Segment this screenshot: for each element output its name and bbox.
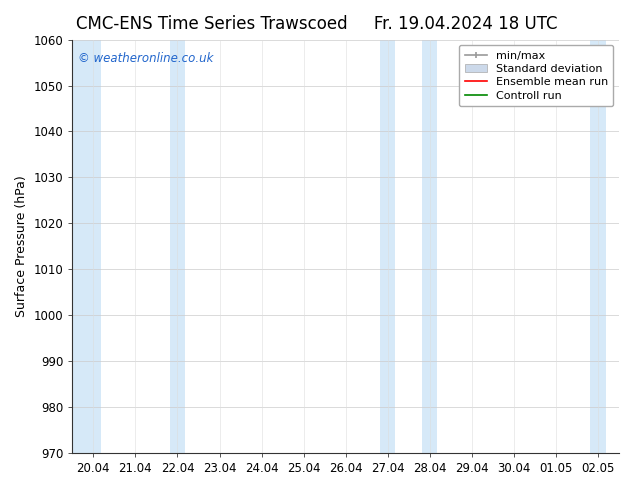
Text: © weatheronline.co.uk: © weatheronline.co.uk xyxy=(78,52,213,65)
Bar xyxy=(590,40,605,453)
Legend: min/max, Standard deviation, Ensemble mean run, Controll run: min/max, Standard deviation, Ensemble me… xyxy=(459,45,614,106)
Bar xyxy=(422,40,437,453)
Bar xyxy=(72,40,101,453)
Bar xyxy=(170,40,185,453)
Bar xyxy=(86,40,101,453)
Y-axis label: Surface Pressure (hPa): Surface Pressure (hPa) xyxy=(15,175,28,317)
Text: CMC-ENS Time Series Trawscoed     Fr. 19.04.2024 18 UTC: CMC-ENS Time Series Trawscoed Fr. 19.04.… xyxy=(76,15,558,33)
Bar xyxy=(380,40,395,453)
